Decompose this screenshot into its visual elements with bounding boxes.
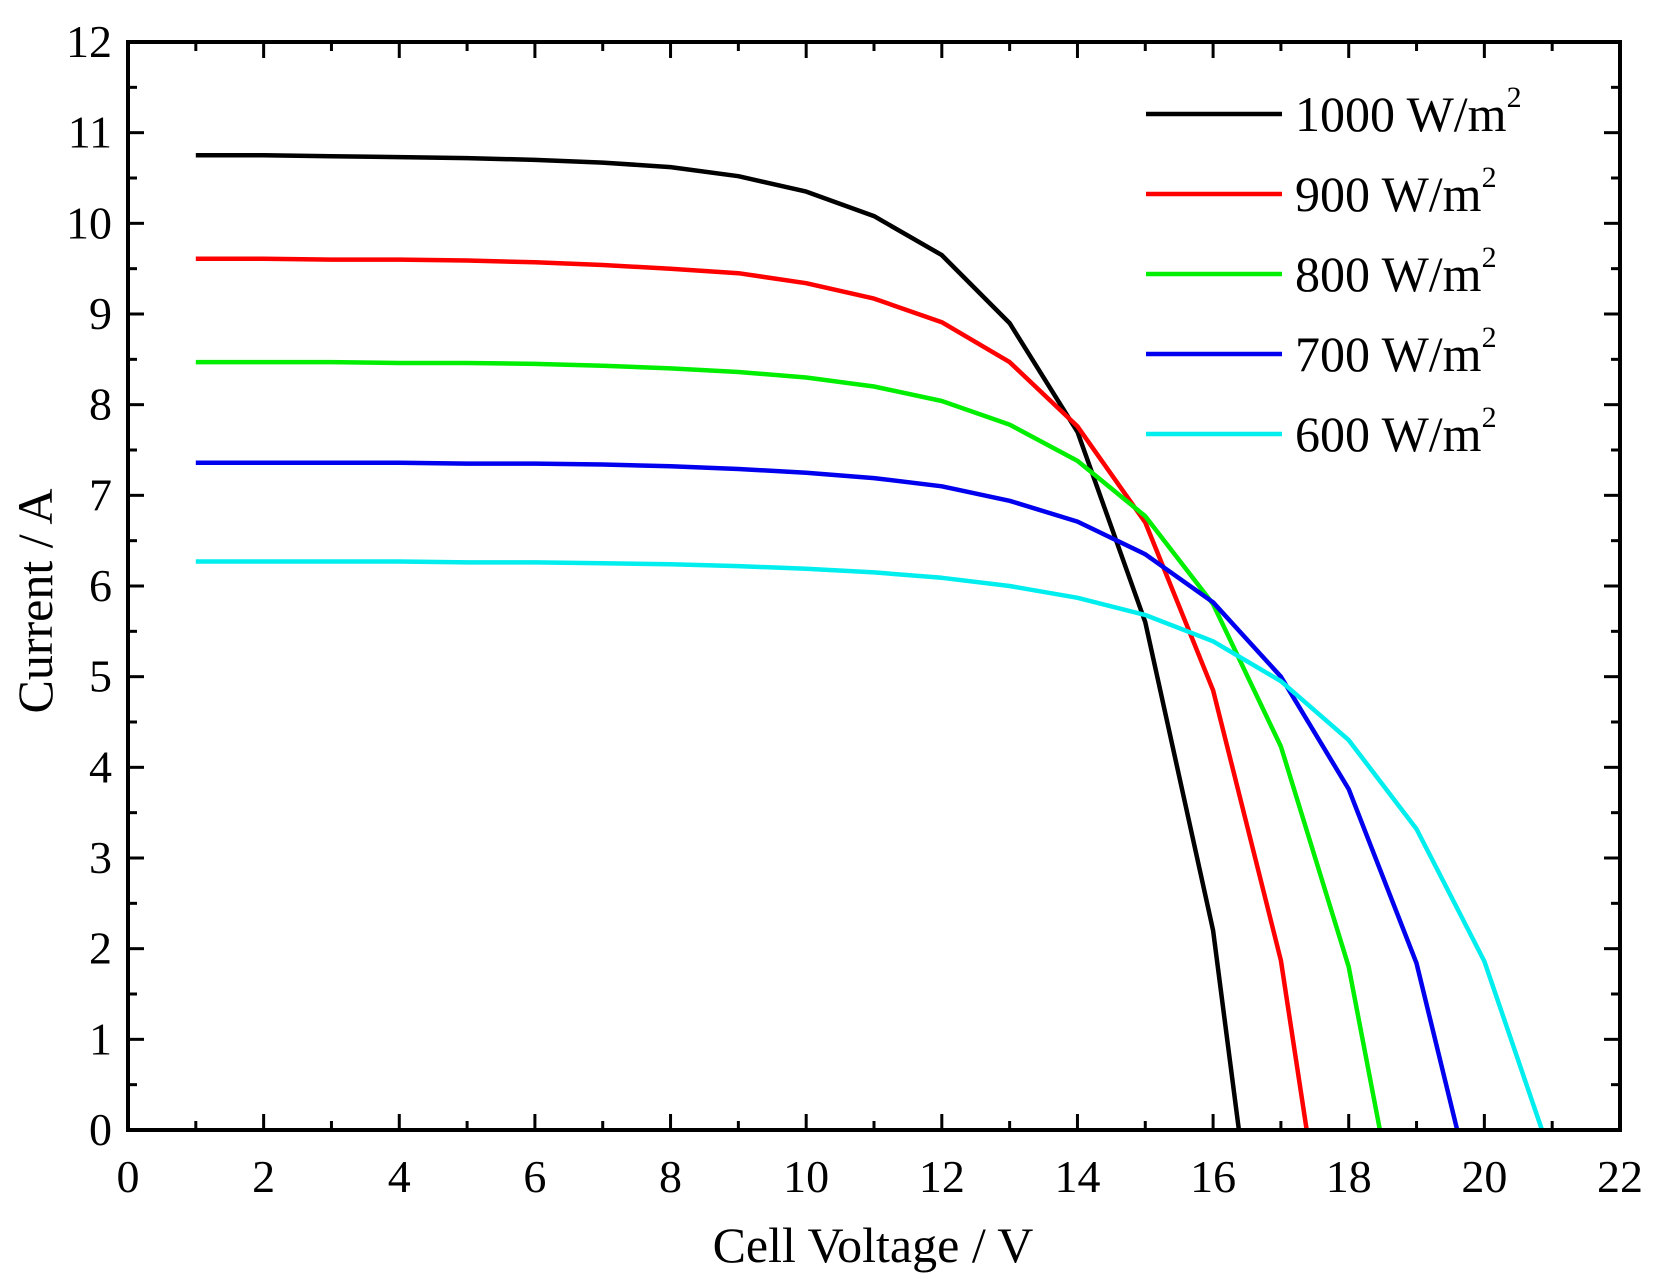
series-line-5 <box>195 559 1545 1131</box>
y-tick-label: 12 <box>66 16 112 67</box>
x-tick-label: 4 <box>388 1151 411 1202</box>
x-tick-label: 22 <box>1597 1151 1643 1202</box>
legend: 1000 W/m2 900 W/m2 800 W/m2 700 W/m2 600 W/m… <box>1146 81 1522 462</box>
x-tick-label: 14 <box>1054 1151 1100 1202</box>
x-axis-label: Cell Voltage / V <box>713 1217 1034 1273</box>
axis-ticks <box>126 40 1622 1132</box>
x-tick-label: 12 <box>919 1151 965 1202</box>
legend-unit-superscript: 2 <box>1482 321 1497 354</box>
series-line-1 <box>195 153 1242 1131</box>
x-tick-label: 6 <box>523 1151 546 1202</box>
legend-unit-superscript: 2 <box>1482 161 1497 194</box>
legend-label-4: 700 W/m2 <box>1295 321 1497 382</box>
x-tick-label: 16 <box>1190 1151 1236 1202</box>
y-axis-label: Current / A <box>7 489 63 714</box>
y-tick-label: 5 <box>89 651 112 702</box>
legend-label-5: 600 W/m2 <box>1295 401 1497 462</box>
y-tick-label: 2 <box>89 923 112 974</box>
x-tick-label: 18 <box>1326 1151 1372 1202</box>
legend-unit-superscript: 2 <box>1482 241 1497 274</box>
legend-label-3: 800 W/m2 <box>1295 241 1497 302</box>
y-tick-label: 7 <box>89 469 112 520</box>
y-tick-label: 0 <box>89 1104 112 1155</box>
x-tick-label: 8 <box>659 1151 682 1202</box>
y-tick-label: 6 <box>89 560 112 611</box>
series-layer <box>195 153 1545 1131</box>
legend-unit-superscript: 2 <box>1507 81 1522 114</box>
x-tick-label: 2 <box>252 1151 275 1202</box>
y-tick-label: 11 <box>68 107 112 158</box>
x-tick-label: 0 <box>117 1151 140 1202</box>
y-tick-label: 1 <box>89 1013 112 1064</box>
legend-label-1: 1000 W/m2 <box>1295 81 1522 142</box>
y-tick-label: 4 <box>89 741 112 792</box>
legend-unit-superscript: 2 <box>1482 401 1497 434</box>
y-tick-label: 9 <box>89 288 112 339</box>
y-tick-label: 3 <box>89 832 112 883</box>
y-tick-label: 8 <box>89 379 112 430</box>
x-tick-label: 20 <box>1461 1151 1507 1202</box>
series-line-4 <box>195 460 1460 1131</box>
legend-label-2: 900 W/m2 <box>1295 161 1497 222</box>
x-tick-label: 10 <box>783 1151 829 1202</box>
series-line-2 <box>195 256 1309 1131</box>
y-tick-label: 10 <box>66 197 112 248</box>
